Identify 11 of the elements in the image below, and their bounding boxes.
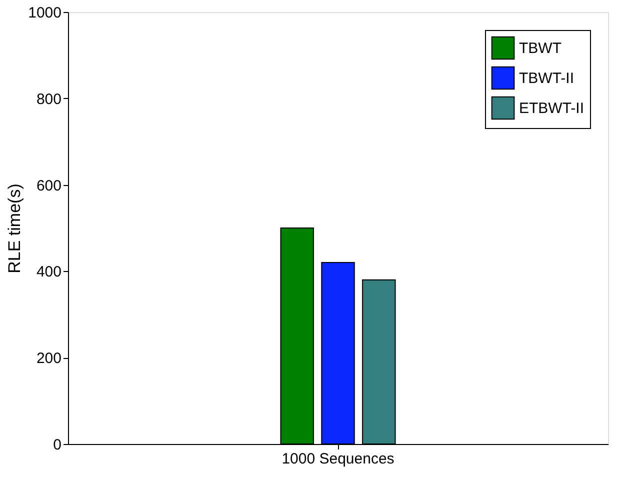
x-tick-label: 1000 Sequences (282, 450, 394, 468)
y-tick-label: 0 (53, 436, 62, 454)
y-axis-title: RLE time(s) (5, 184, 24, 274)
y-tick-label: 400 (36, 264, 62, 281)
legend-label: ETBWT-II (519, 100, 584, 117)
y-tick-label: 600 (36, 177, 62, 194)
legend-label: TBWT-II (519, 70, 574, 87)
y-tick-label: 800 (36, 90, 62, 108)
y-tick-label: 200 (36, 350, 62, 368)
y-tick-label: 1000 (28, 4, 62, 22)
legend-label: TBWT (519, 40, 562, 57)
